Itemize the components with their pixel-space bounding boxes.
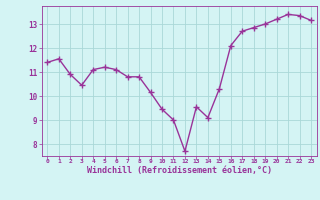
X-axis label: Windchill (Refroidissement éolien,°C): Windchill (Refroidissement éolien,°C) [87,166,272,175]
